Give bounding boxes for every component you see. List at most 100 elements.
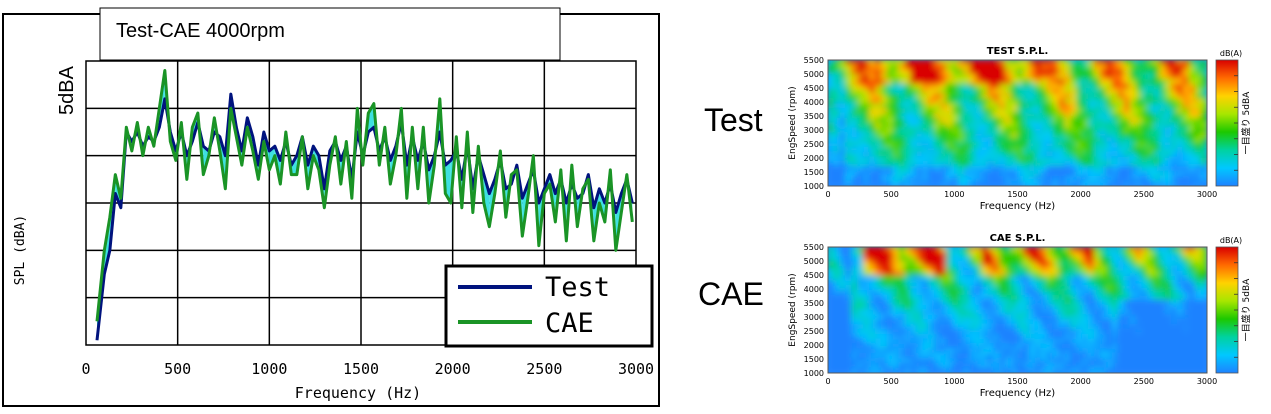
heatmap-cell	[1088, 83, 1095, 90]
heatmap-cell	[874, 141, 882, 148]
heatmap-cell	[828, 275, 835, 282]
heatmap-cell	[951, 247, 959, 253]
heatmap-cell	[910, 357, 918, 364]
heatmap-cell	[874, 270, 882, 277]
heatmap-cell	[928, 299, 936, 306]
heatmap-cell	[1153, 83, 1161, 90]
heatmap-cell	[1052, 362, 1060, 369]
heatmap-cell	[969, 353, 977, 359]
heatmap-cell	[1028, 107, 1036, 114]
heatmap-cell	[1099, 348, 1107, 355]
heatmap-cell	[1159, 314, 1167, 321]
heatmap-cell	[1005, 285, 1013, 292]
heatmap-cell	[981, 319, 989, 326]
heatmap-cell	[1034, 127, 1042, 134]
heatmap-cell	[951, 64, 959, 71]
heatmap-cell	[1046, 304, 1054, 311]
heatmap-cell	[1117, 314, 1125, 321]
heatmap-cell	[1159, 78, 1167, 85]
heatmap-cell	[1082, 285, 1090, 292]
heatmap-cell	[1076, 170, 1084, 177]
heatmap-cell	[945, 348, 953, 355]
heatmap-cell	[1194, 357, 1202, 364]
heatmap-cell	[863, 64, 870, 71]
heatmap-cell	[904, 328, 912, 335]
heatmap-cell	[1176, 367, 1184, 373]
heatmap-cell	[1123, 175, 1131, 182]
heatmap-cell	[1064, 78, 1072, 85]
heatmap-cell	[863, 166, 870, 172]
heatmap-cell	[1194, 265, 1202, 272]
heatmap-cell	[1028, 151, 1036, 158]
heatmap-cell	[934, 299, 942, 306]
heatmap-cell	[1046, 294, 1054, 301]
heatmap-cell	[1046, 338, 1054, 345]
heatmap-cell	[1159, 251, 1167, 258]
heatmap-cell	[1076, 137, 1084, 143]
heatmap-cell	[880, 338, 888, 345]
heatmap-cell	[963, 60, 971, 66]
heatmap-cell	[1011, 117, 1018, 124]
heatmap-cell	[880, 132, 888, 139]
heatmap-cell	[940, 161, 947, 168]
heatmap-cell	[1165, 151, 1172, 158]
x-tick-label: 1500	[1007, 377, 1027, 386]
heatmap-cell	[940, 304, 947, 311]
heatmap-cell	[839, 64, 847, 71]
heatmap-cell	[1028, 314, 1036, 321]
heatmap-cell	[987, 338, 995, 345]
heatmap-cell	[1064, 83, 1072, 90]
heatmap-cell	[910, 137, 918, 143]
heatmap-cell	[1105, 107, 1113, 114]
heatmap-cell	[1111, 314, 1119, 321]
heatmap-cell	[1200, 285, 1207, 292]
heatmap-cell	[1123, 78, 1131, 85]
heatmap-cell	[1017, 69, 1024, 76]
heatmap-cell	[1034, 132, 1042, 139]
heatmap-cell	[845, 180, 853, 186]
heatmap-cell	[1070, 88, 1078, 95]
heatmap-cell	[951, 294, 959, 301]
heatmap-cell	[940, 343, 947, 350]
heatmap-cell	[1135, 170, 1143, 177]
heatmap-cell	[1153, 280, 1161, 287]
heatmap-cell	[851, 69, 859, 76]
heatmap-cell	[999, 285, 1007, 292]
heatmap-cell	[898, 122, 906, 129]
heatmap-cell	[845, 60, 853, 66]
heatmap-cell	[904, 261, 912, 267]
heatmap-cell	[863, 137, 870, 143]
heatmap-cell	[1117, 60, 1125, 66]
heatmap-cell	[975, 175, 983, 182]
heatmap-cell	[1123, 362, 1131, 369]
heatmap-cell	[833, 319, 841, 326]
heatmap-cell	[1028, 333, 1036, 340]
heatmap-cell	[892, 78, 900, 85]
heatmap-cell	[1165, 180, 1172, 186]
x-tick-label: 1500	[343, 360, 379, 378]
heatmap-cell	[1182, 107, 1190, 114]
heatmap-cell	[1058, 117, 1066, 124]
heatmap-cell	[1123, 93, 1131, 100]
heatmap-cell	[1123, 127, 1131, 134]
heatmap-cell	[839, 161, 847, 168]
heatmap-cell	[1046, 309, 1054, 316]
heatmap-cell	[1070, 285, 1078, 292]
heatmap-cell	[886, 64, 894, 71]
heatmap-cell	[1135, 314, 1143, 321]
heatmap-cell	[868, 64, 876, 71]
heatmap-cell	[1052, 270, 1060, 277]
heatmap-cell	[904, 343, 912, 350]
heatmap-cell	[857, 304, 865, 311]
heatmap-cell	[1105, 141, 1113, 148]
heatmap-cell	[916, 251, 924, 258]
heatmap-cell	[1153, 74, 1161, 80]
heatmap-cell	[868, 60, 876, 66]
heatmap-cell	[1011, 275, 1018, 282]
heatmap-cell	[951, 127, 959, 134]
heatmap-cell	[1129, 304, 1137, 311]
heatmap-cell	[1070, 137, 1078, 143]
heatmap-cell	[1011, 367, 1018, 373]
heatmap-cell	[1123, 88, 1131, 95]
heatmap-cell	[1011, 88, 1018, 95]
